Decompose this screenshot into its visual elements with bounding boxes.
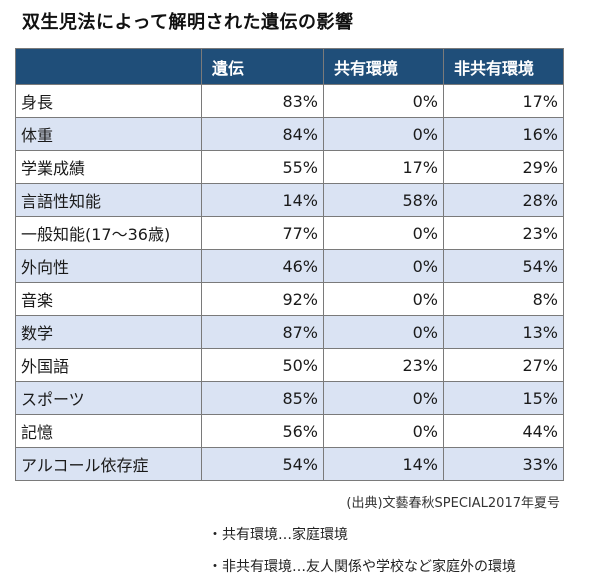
trait-cell: スポーツ [15,381,202,415]
heredity-cell: 92% [201,282,324,316]
source-citation: (出典)文藝春秋SPECIAL2017年夏号 [346,496,560,511]
heredity-cell: 83% [201,84,324,118]
heredity-cell: 56% [201,414,324,448]
header-trait [15,48,202,85]
heritability-table: 遺伝 共有環境 非共有環境 身長 83% 0% 17% 体重 84% 0% 16% 学業成績 55… [15,48,564,481]
trait-cell: 数学 [15,315,202,349]
shared-environment-cell: 0% [323,414,444,448]
note-nonshared-environment: ・非共有環境…友人関係や学校など家庭外の環境 [208,559,516,575]
table-row: スポーツ 85% 0% 15% [15,381,564,415]
nonshared-environment-cell: 29% [443,150,564,184]
shared-environment-cell: 0% [323,117,444,151]
table-row: アルコール依存症 54% 14% 33% [15,447,564,481]
heredity-cell: 87% [201,315,324,349]
header-nonshared-environment: 非共有環境 [443,48,564,85]
nonshared-environment-cell: 28% [443,183,564,217]
table-row: 記憶 56% 0% 44% [15,414,564,448]
shared-environment-cell: 14% [323,447,444,481]
shared-environment-cell: 0% [323,282,444,316]
shared-environment-cell: 0% [323,315,444,349]
nonshared-environment-cell: 27% [443,348,564,382]
shared-environment-cell: 0% [323,84,444,118]
trait-cell: 記憶 [15,414,202,448]
heredity-cell: 54% [201,447,324,481]
nonshared-environment-cell: 44% [443,414,564,448]
note-shared-environment: ・共有環境…家庭環境 [208,527,348,543]
trait-cell: 身長 [15,84,202,118]
heredity-cell: 84% [201,117,324,151]
nonshared-environment-cell: 54% [443,249,564,283]
table-row: 数学 87% 0% 13% [15,315,564,349]
shared-environment-cell: 0% [323,249,444,283]
heredity-cell: 85% [201,381,324,415]
heredity-cell: 77% [201,216,324,250]
heredity-cell: 50% [201,348,324,382]
heredity-cell: 14% [201,183,324,217]
trait-cell: 学業成績 [15,150,202,184]
table-header-row: 遺伝 共有環境 非共有環境 [15,48,564,85]
shared-environment-cell: 58% [323,183,444,217]
shared-environment-cell: 17% [323,150,444,184]
trait-cell: アルコール依存症 [15,447,202,481]
table-row: 音楽 92% 0% 8% [15,282,564,316]
nonshared-environment-cell: 13% [443,315,564,349]
shared-environment-cell: 23% [323,348,444,382]
nonshared-environment-cell: 15% [443,381,564,415]
nonshared-environment-cell: 23% [443,216,564,250]
trait-cell: 外向性 [15,249,202,283]
shared-environment-cell: 0% [323,216,444,250]
table-row: 体重 84% 0% 16% [15,117,564,151]
trait-cell: 言語性知能 [15,183,202,217]
trait-cell: 体重 [15,117,202,151]
table-row: 外向性 46% 0% 54% [15,249,564,283]
page-title: 双生児法によって解明された遺伝の影響 [22,12,354,33]
trait-cell: 外国語 [15,348,202,382]
table-row: 一般知能(17〜36歳) 77% 0% 23% [15,216,564,250]
nonshared-environment-cell: 33% [443,447,564,481]
nonshared-environment-cell: 8% [443,282,564,316]
table-row: 言語性知能 14% 58% 28% [15,183,564,217]
table-row: 身長 83% 0% 17% [15,84,564,118]
trait-cell: 一般知能(17〜36歳) [15,216,202,250]
nonshared-environment-cell: 16% [443,117,564,151]
header-shared-environment: 共有環境 [323,48,444,85]
table-row: 外国語 50% 23% 27% [15,348,564,382]
table-row: 学業成績 55% 17% 29% [15,150,564,184]
heredity-cell: 46% [201,249,324,283]
heredity-cell: 55% [201,150,324,184]
header-heredity: 遺伝 [201,48,324,85]
trait-cell: 音楽 [15,282,202,316]
nonshared-environment-cell: 17% [443,84,564,118]
shared-environment-cell: 0% [323,381,444,415]
